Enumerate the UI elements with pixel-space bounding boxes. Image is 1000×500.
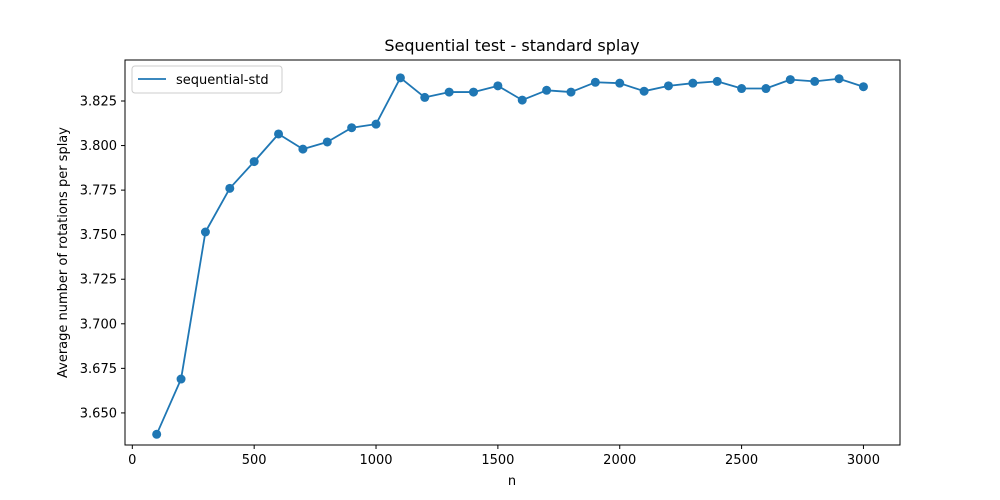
data-point bbox=[152, 429, 162, 439]
series-layer bbox=[152, 73, 868, 439]
x-tick-label: 3000 bbox=[847, 453, 880, 468]
data-point bbox=[566, 87, 576, 97]
x-tick-label: 500 bbox=[242, 453, 267, 468]
y-tick-label: 3.800 bbox=[80, 139, 117, 154]
data-point bbox=[395, 73, 405, 83]
x-axis-ticks: 0 500 1000 1500 2000 2500 3000 bbox=[128, 445, 880, 468]
y-tick-label: 3.650 bbox=[80, 406, 117, 421]
y-tick-label: 3.750 bbox=[80, 228, 117, 243]
y-axis-title: Average number of rotations per splay bbox=[56, 127, 71, 378]
data-point bbox=[200, 227, 210, 237]
data-point bbox=[834, 74, 844, 84]
y-tick-label: 3.775 bbox=[80, 184, 117, 199]
data-point bbox=[176, 374, 186, 384]
chart-title: Sequential test - standard splay bbox=[384, 36, 639, 55]
y-tick-label: 3.825 bbox=[80, 94, 117, 109]
x-tick-label: 1500 bbox=[481, 453, 514, 468]
x-tick-label: 2000 bbox=[603, 453, 636, 468]
y-tick-label: 3.675 bbox=[80, 362, 117, 377]
data-point bbox=[493, 81, 503, 91]
data-point bbox=[761, 84, 771, 94]
x-axis-title: n bbox=[508, 474, 516, 489]
data-point bbox=[274, 129, 284, 139]
data-point bbox=[371, 119, 381, 129]
data-point bbox=[347, 123, 357, 133]
data-point bbox=[688, 78, 698, 88]
data-point bbox=[737, 84, 747, 94]
legend-label-sequential-std: sequential-std bbox=[176, 73, 269, 88]
data-point bbox=[663, 81, 673, 91]
y-axis-ticks: 3.650 3.675 3.700 3.725 3.750 3.775 3.800 3.825 bbox=[80, 94, 125, 421]
data-point bbox=[225, 183, 235, 193]
data-point bbox=[469, 87, 479, 97]
y-tick-label: 3.725 bbox=[80, 273, 117, 288]
x-tick-label: 2500 bbox=[725, 453, 758, 468]
data-point bbox=[444, 87, 454, 97]
data-point bbox=[639, 86, 649, 96]
plot-frame bbox=[124, 59, 901, 446]
data-point bbox=[517, 95, 527, 105]
y-tick-label: 3.700 bbox=[80, 317, 117, 332]
legend: sequential-std bbox=[131, 65, 283, 94]
data-point bbox=[249, 157, 259, 167]
data-point bbox=[590, 77, 600, 87]
data-point bbox=[785, 75, 795, 85]
legend-box bbox=[131, 65, 283, 94]
data-point bbox=[298, 144, 308, 154]
x-tick-label: 1000 bbox=[359, 453, 392, 468]
data-point bbox=[542, 85, 552, 95]
x-tick-label: 0 bbox=[128, 453, 136, 468]
data-point bbox=[810, 76, 820, 86]
data-point bbox=[420, 92, 430, 102]
data-point bbox=[712, 76, 722, 86]
data-point bbox=[615, 78, 625, 88]
data-point bbox=[322, 137, 332, 147]
data-point bbox=[858, 82, 868, 92]
